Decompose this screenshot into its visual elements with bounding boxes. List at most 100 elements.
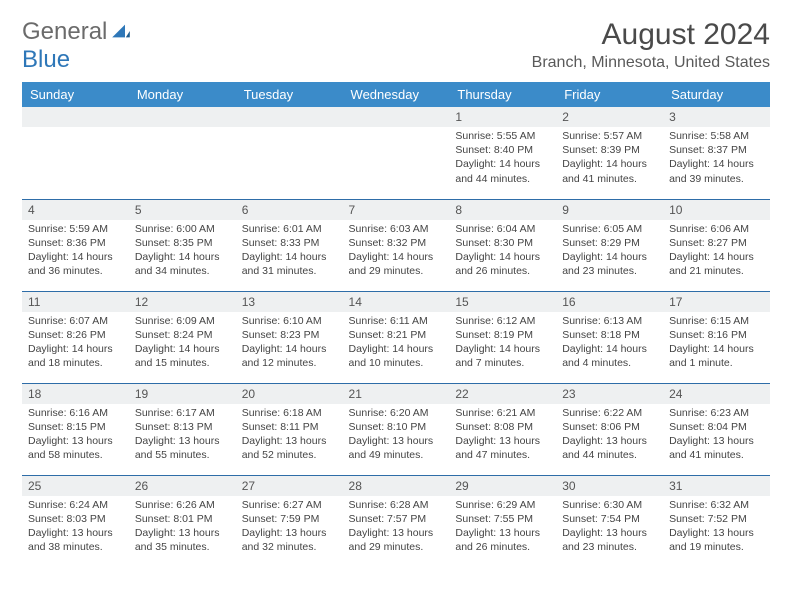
day-details: Sunrise: 6:10 AMSunset: 8:23 PMDaylight:… (236, 312, 343, 375)
sunset-line: Sunset: 8:39 PM (562, 144, 640, 156)
sunrise-line: Sunrise: 6:15 AM (669, 315, 749, 327)
day-details: Sunrise: 6:05 AMSunset: 8:29 PMDaylight:… (556, 220, 663, 283)
month-title: August 2024 (532, 18, 770, 52)
day-details: Sunrise: 6:27 AMSunset: 7:59 PMDaylight:… (236, 496, 343, 559)
sunrise-line: Sunrise: 6:29 AM (455, 499, 535, 511)
calendar-day-cell: 19Sunrise: 6:17 AMSunset: 8:13 PMDayligh… (129, 383, 236, 475)
sunset-line: Sunset: 8:36 PM (28, 237, 106, 249)
logo: GeneralBlue (22, 18, 131, 74)
day-number (236, 107, 343, 127)
day-number: 31 (663, 476, 770, 496)
calendar-week-row: 18Sunrise: 6:16 AMSunset: 8:15 PMDayligh… (22, 383, 770, 475)
day-number: 22 (449, 384, 556, 404)
sunset-line: Sunset: 8:01 PM (135, 513, 213, 525)
day-details: Sunrise: 6:03 AMSunset: 8:32 PMDaylight:… (343, 220, 450, 283)
day-details: Sunrise: 5:57 AMSunset: 8:39 PMDaylight:… (556, 127, 663, 190)
day-details: Sunrise: 6:11 AMSunset: 8:21 PMDaylight:… (343, 312, 450, 375)
calendar-day-cell (129, 107, 236, 199)
calendar-day-cell: 16Sunrise: 6:13 AMSunset: 8:18 PMDayligh… (556, 291, 663, 383)
day-number (22, 107, 129, 127)
calendar-day-cell: 4Sunrise: 5:59 AMSunset: 8:36 PMDaylight… (22, 199, 129, 291)
day-number: 18 (22, 384, 129, 404)
calendar-day-cell: 1Sunrise: 5:55 AMSunset: 8:40 PMDaylight… (449, 107, 556, 199)
day-number (129, 107, 236, 127)
day-number: 21 (343, 384, 450, 404)
daylight-line: Daylight: 13 hours and 35 minutes. (135, 527, 220, 553)
sunrise-line: Sunrise: 6:24 AM (28, 499, 108, 511)
sunrise-line: Sunrise: 6:13 AM (562, 315, 642, 327)
day-details: Sunrise: 6:24 AM Sunset: 8:03 PM Daylight:… (22, 496, 129, 559)
day-details: Sunrise: 6:17 AMSunset: 8:13 PMDaylight:… (129, 404, 236, 467)
sunset-line: Sunset: 8:37 PM (669, 144, 747, 156)
sunrise-line: Sunrise: 6:32 AM (669, 499, 749, 511)
day-number: 11 (22, 292, 129, 312)
day-details: Sunrise: 6:06 AMSunset: 8:27 PMDaylight:… (663, 220, 770, 283)
sunset-line: Sunset: 8:03 PM (28, 513, 106, 525)
calendar-day-cell: 26Sunrise: 6:26 AMSunset: 8:01 PMDayligh… (129, 475, 236, 567)
sunset-line: Sunset: 7:52 PM (669, 513, 747, 525)
sunset-line: Sunset: 8:13 PM (135, 421, 213, 433)
calendar-day-cell: 17Sunrise: 6:15 AMSunset: 8:16 PMDayligh… (663, 291, 770, 383)
day-number: 25 (22, 476, 129, 496)
calendar-day-cell: 21Sunrise: 6:20 AMSunset: 8:10 PMDayligh… (343, 383, 450, 475)
day-details: Sunrise: 6:00 AMSunset: 8:35 PMDaylight:… (129, 220, 236, 283)
daylight-line: Daylight: 14 hours and 12 minutes. (242, 343, 327, 369)
daylight-line: Daylight: 13 hours and 23 minutes. (562, 527, 647, 553)
day-details: Sunrise: 5:58 AMSunset: 8:37 PMDaylight:… (663, 127, 770, 190)
calendar-day-cell: 13Sunrise: 6:10 AMSunset: 8:23 PMDayligh… (236, 291, 343, 383)
sunset-line: Sunset: 8:35 PM (135, 237, 213, 249)
day-details: Sunrise: 6:21 AMSunset: 8:08 PMDaylight:… (449, 404, 556, 467)
daylight-line: Daylight: 14 hours and 23 minutes. (562, 251, 647, 277)
sunset-line: Sunset: 8:04 PM (669, 421, 747, 433)
day-number: 29 (449, 476, 556, 496)
sunrise-line: Sunrise: 6:26 AM (135, 499, 215, 511)
sunset-line: Sunset: 8:30 PM (455, 237, 533, 249)
calendar-day-cell: 30Sunrise: 6:30 AMSunset: 7:54 PMDayligh… (556, 475, 663, 567)
weekday-header: Tuesday (236, 82, 343, 107)
sunrise-line: Sunrise: 5:59 AM (28, 223, 108, 235)
daylight-line: Daylight: 14 hours and 7 minutes. (455, 343, 540, 369)
day-number: 23 (556, 384, 663, 404)
sunrise-line: Sunrise: 6:21 AM (455, 407, 535, 419)
day-details: Sunrise: 5:55 AMSunset: 8:40 PMDaylight:… (449, 127, 556, 190)
daylight-line: Daylight: 14 hours and 26 minutes. (455, 251, 540, 277)
day-number: 10 (663, 200, 770, 220)
sunset-line: Sunset: 8:33 PM (242, 237, 320, 249)
day-number: 9 (556, 200, 663, 220)
day-number: 19 (129, 384, 236, 404)
sunset-line: Sunset: 8:29 PM (562, 237, 640, 249)
day-number: 17 (663, 292, 770, 312)
sunrise-line: Sunrise: 6:23 AM (669, 407, 749, 419)
weekday-header: Thursday (449, 82, 556, 107)
day-details: Sunrise: 6:28 AMSunset: 7:57 PMDaylight:… (343, 496, 450, 559)
calendar-day-cell: 7Sunrise: 6:03 AMSunset: 8:32 PMDaylight… (343, 199, 450, 291)
daylight-line: Daylight: 13 hours and 38 minutes. (28, 527, 113, 553)
day-number: 6 (236, 200, 343, 220)
sunset-line: Sunset: 8:19 PM (455, 329, 533, 341)
daylight-line: Daylight: 14 hours and 41 minutes. (562, 158, 647, 184)
daylight-line: Daylight: 14 hours and 18 minutes. (28, 343, 113, 369)
sunset-line: Sunset: 8:40 PM (455, 144, 533, 156)
daylight-line: Daylight: 14 hours and 36 minutes. (28, 251, 113, 277)
calendar-day-cell: 31Sunrise: 6:32 AMSunset: 7:52 PMDayligh… (663, 475, 770, 567)
calendar-day-cell: 22Sunrise: 6:21 AMSunset: 8:08 PMDayligh… (449, 383, 556, 475)
day-details: Sunrise: 6:12 AMSunset: 8:19 PMDaylight:… (449, 312, 556, 375)
page-header: GeneralBlue August 2024 Branch, Minnesot… (22, 18, 770, 74)
sunset-line: Sunset: 8:24 PM (135, 329, 213, 341)
calendar-day-cell: 3Sunrise: 5:58 AMSunset: 8:37 PMDaylight… (663, 107, 770, 199)
weekday-header: Saturday (663, 82, 770, 107)
sunrise-line: Sunrise: 6:30 AM (562, 499, 642, 511)
location-subtitle: Branch, Minnesota, United States (532, 54, 770, 72)
calendar-day-cell: 12Sunrise: 6:09 AMSunset: 8:24 PMDayligh… (129, 291, 236, 383)
day-details: Sunrise: 6:26 AM Sunset: 8:01 PM Daylight:… (129, 496, 236, 559)
daylight-line: Daylight: 13 hours and 58 minutes. (28, 435, 113, 461)
calendar-week-row: 25 Sunrise: 6:24 AM Sunset: 8:03 PM Dayligh… (22, 475, 770, 567)
sunrise-line: Sunrise: 6:16 AM (28, 407, 108, 419)
daylight-line: Daylight: 13 hours and 32 minutes. (242, 527, 327, 553)
weekday-header: Sunday (22, 82, 129, 107)
calendar-day-cell (236, 107, 343, 199)
sunset-line: Sunset: 7:55 PM (455, 513, 533, 525)
calendar-day-cell: 24Sunrise: 6:23 AMSunset: 8:04 PMDayligh… (663, 383, 770, 475)
sunset-line: Sunset: 8:23 PM (242, 329, 320, 341)
calendar-day-cell: 5Sunrise: 6:00 AMSunset: 8:35 PMDaylight… (129, 199, 236, 291)
